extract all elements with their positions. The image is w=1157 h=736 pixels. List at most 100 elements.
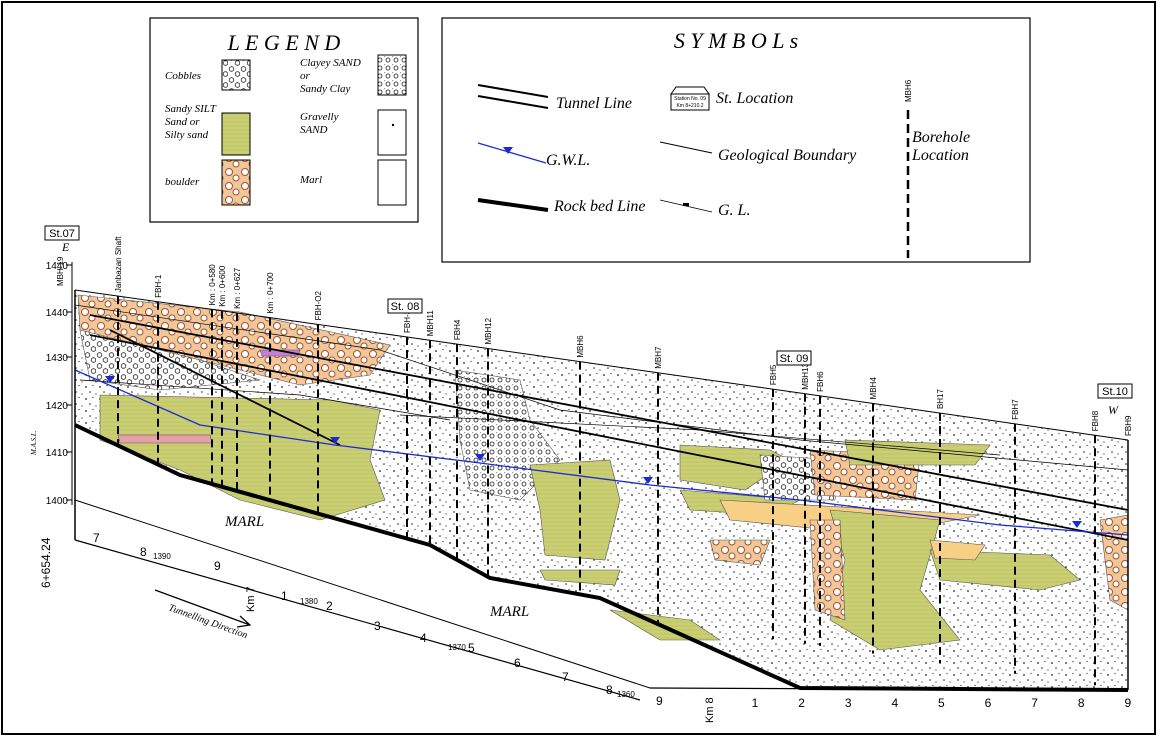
chainage-label: 4 xyxy=(420,631,427,645)
elevation-label: 1430 xyxy=(46,353,69,364)
borehole-label: MBH7 xyxy=(654,346,663,369)
elevation-label: 1410 xyxy=(46,448,69,459)
legend-swatch xyxy=(221,59,251,91)
geological-boundary xyxy=(74,304,1129,471)
legend-label: SAND xyxy=(300,124,328,136)
chainage-label: 7 xyxy=(562,670,569,684)
station-icon-text: Km 8+210.2 xyxy=(676,103,703,109)
direction-label: E xyxy=(61,240,70,254)
station-label: St.07 xyxy=(49,228,75,240)
tunnel-line-symbol xyxy=(477,95,549,109)
borehole-label: MBH13 xyxy=(801,362,810,389)
lens-layer xyxy=(117,434,213,444)
geological-boundary-label: Geological Boundary xyxy=(718,147,857,164)
borehole-label: FBH5 xyxy=(769,364,778,385)
gwl-marker xyxy=(1072,521,1082,528)
chainage-label: 6 xyxy=(514,656,521,670)
gwl-marker xyxy=(475,454,485,461)
elevation-label: 1440 xyxy=(46,308,69,319)
borehole-label: BH17 xyxy=(936,388,945,409)
chainage-label: 2 xyxy=(798,696,805,710)
station-box xyxy=(44,225,80,241)
chainage-label: 1370 xyxy=(448,643,466,652)
chainage-label: 9 xyxy=(1124,696,1131,710)
gravel-dot xyxy=(391,123,395,127)
legend-swatch xyxy=(377,54,407,96)
station-icon-roof xyxy=(670,86,710,95)
borehole-label: MBH4 xyxy=(869,377,878,400)
section: 1440 1440 1430 1420 1410 1400 M.A.S.L. MBH-19 Ja… xyxy=(30,225,1133,723)
borehole-label: FBH-1 xyxy=(154,274,163,298)
borehole-label: FBH7 xyxy=(1011,399,1020,420)
station-box xyxy=(776,350,812,366)
tunnel-line-symbol xyxy=(477,84,549,98)
chainage-label: 3 xyxy=(374,619,381,633)
borehole-label: MBH-19 xyxy=(56,256,65,286)
chainage-label: 2 xyxy=(326,599,333,613)
station-icon xyxy=(670,93,710,111)
boulder-layer xyxy=(709,539,771,566)
borehole-label: FBH9 xyxy=(1124,415,1133,436)
legend-label: Marl xyxy=(299,174,322,186)
silt-layer xyxy=(609,609,721,641)
projection-line xyxy=(74,499,651,689)
chainage-label: 1360 xyxy=(617,690,635,699)
tunnel-line xyxy=(89,314,1129,511)
boulder-layer xyxy=(809,519,846,621)
legend-label: Cobbles xyxy=(165,70,201,82)
elevation-label: 1400 xyxy=(46,496,69,507)
borehole-label: FBH6 xyxy=(816,371,825,392)
legend-swatch xyxy=(377,109,407,156)
chainage-label: 5 xyxy=(938,696,945,710)
rock-bed-line xyxy=(74,423,1129,692)
station-box xyxy=(1097,383,1133,399)
sand-layer xyxy=(929,539,986,561)
symbols-title: S Y M B O L s xyxy=(674,28,798,53)
rock-bed-label: Rock bed Line xyxy=(553,198,646,215)
silt-layer xyxy=(529,459,621,561)
station-label: St.10 xyxy=(1102,386,1128,398)
station-label: St. 09 xyxy=(780,353,809,365)
borehole-location-label: Location xyxy=(911,147,969,164)
chainage-label: 7 xyxy=(93,531,100,545)
gwl-label: G.W.L. xyxy=(546,152,590,169)
borehole-label: FBH4 xyxy=(453,319,462,340)
legend-label: Sand or xyxy=(165,116,200,128)
elevation-label: 1440 xyxy=(46,261,69,272)
borehole-label: Km : 0+580 xyxy=(208,264,217,306)
silt-layer xyxy=(929,549,1081,591)
chainage-label: 3 xyxy=(845,696,852,710)
axis-label: M.A.S.L. xyxy=(30,430,38,456)
borehole-label: MBH12 xyxy=(484,317,493,344)
chainage-label: 1 xyxy=(752,696,759,710)
elevation-label: 1420 xyxy=(46,401,69,412)
legend-swatch xyxy=(221,112,251,156)
chainage-label: 8 xyxy=(606,683,613,697)
legend-label: Silty sand xyxy=(165,129,209,141)
direction-arrow xyxy=(154,589,252,628)
legend-label: Sandy Clay xyxy=(300,83,351,95)
chainage-start: 6+654.24 xyxy=(39,537,53,588)
legend-swatch xyxy=(221,159,251,206)
legend-title: L E G E N D xyxy=(227,30,341,55)
borehole-label: Janbazan Shaft xyxy=(114,236,123,292)
chainage-label: 7 xyxy=(1031,696,1038,710)
rock-bed-symbol xyxy=(477,198,549,212)
tunnel-line-label: Tunnel Line xyxy=(556,95,632,112)
direction-label: W xyxy=(1108,403,1119,417)
borehole-location-label: Borehole xyxy=(912,129,970,146)
legend-label: Clayey SAND xyxy=(300,57,361,69)
station-box xyxy=(387,298,423,314)
borehole-label: FBH8 xyxy=(1091,410,1100,431)
borehole-label: Km : 0+627 xyxy=(233,267,242,309)
borehole-label: MBH11 xyxy=(426,310,435,337)
km-label: Km 7 xyxy=(245,586,257,612)
legend-label: boulder xyxy=(165,176,200,188)
km-label: Km 8 xyxy=(704,697,716,723)
gl-marker xyxy=(683,203,689,206)
borehole-label: FBH-O2 xyxy=(314,291,323,321)
legend-label: Sandy SILT xyxy=(165,103,217,115)
shaft-line xyxy=(109,329,341,446)
